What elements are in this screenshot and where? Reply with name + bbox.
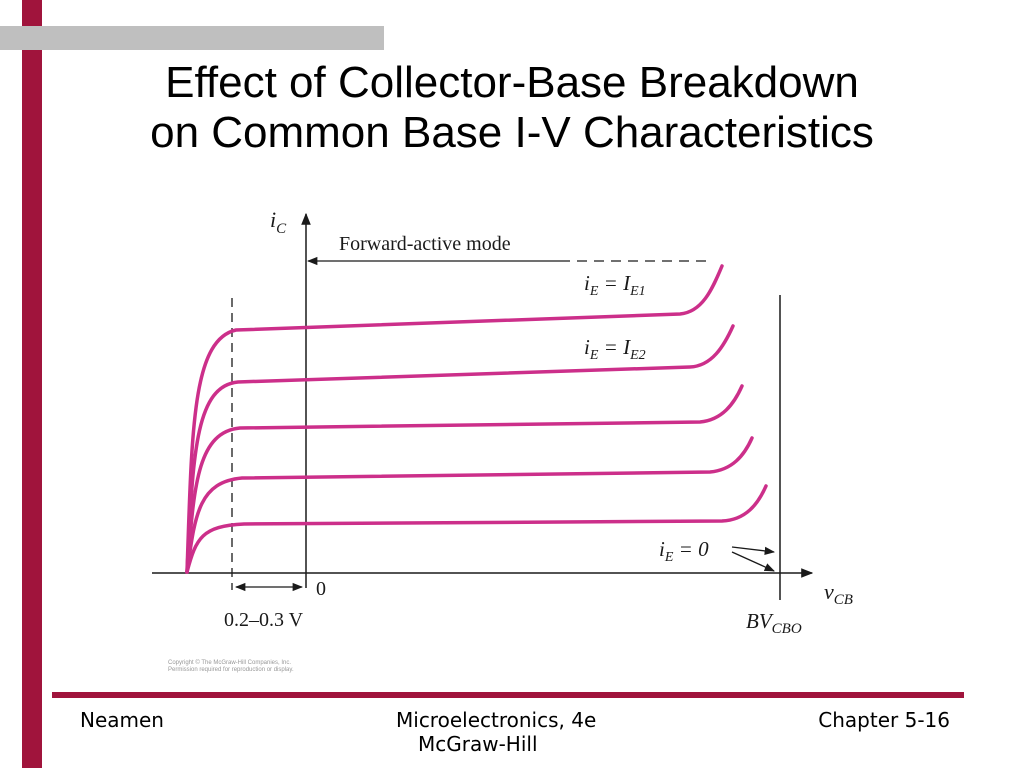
- slide-title-line1: Effect of Collector-Base Breakdown: [165, 58, 859, 107]
- slide-title: Effect of Collector-Base Breakdown on Co…: [60, 58, 964, 158]
- curve-ie-4: [185, 436, 754, 574]
- footer-publisher: McGraw-Hill: [418, 732, 538, 756]
- copyright-notice: Copyright © The McGraw-Hill Companies, I…: [168, 660, 294, 674]
- curve-ie-5: [185, 484, 768, 574]
- y-axis-label: iC: [270, 207, 287, 237]
- curve2-label: iE = IE2: [584, 335, 646, 363]
- footer-chapter: Chapter 5-16: [818, 708, 950, 732]
- curve5-label: iE = 0: [659, 537, 709, 565]
- ie-zero-arrow-lower: [731, 551, 775, 572]
- slide-title-line2: on Common Base I-V Characteristics: [150, 108, 874, 157]
- copyright-line2: Permission required for reproduction or …: [168, 667, 294, 673]
- forward-active-label: Forward-active mode: [339, 233, 511, 255]
- footer-author: Neamen: [80, 708, 164, 732]
- top-grey-bar: [0, 26, 384, 50]
- footer-divider: [52, 692, 964, 698]
- footer-book-title: Microelectronics, 4e: [396, 708, 597, 732]
- curve-ie-ie2: [185, 324, 735, 574]
- left-accent-bar: [22, 0, 42, 768]
- footer-book: Microelectronics, 4e McGraw-Hill: [396, 708, 596, 756]
- copyright-line1: Copyright © The McGraw-Hill Companies, I…: [168, 660, 292, 666]
- curve-ie-3: [185, 384, 744, 574]
- curve-ie-ie1: [185, 264, 724, 574]
- curve1-label: iE = IE1: [584, 271, 646, 299]
- breakdown-label: BVCBO: [746, 609, 802, 637]
- offset-label: 0.2–0.3 V: [224, 609, 304, 631]
- origin-label: 0: [316, 578, 326, 600]
- x-axis-label: vCB: [824, 579, 853, 608]
- ie-zero-arrow-upper: [731, 546, 776, 556]
